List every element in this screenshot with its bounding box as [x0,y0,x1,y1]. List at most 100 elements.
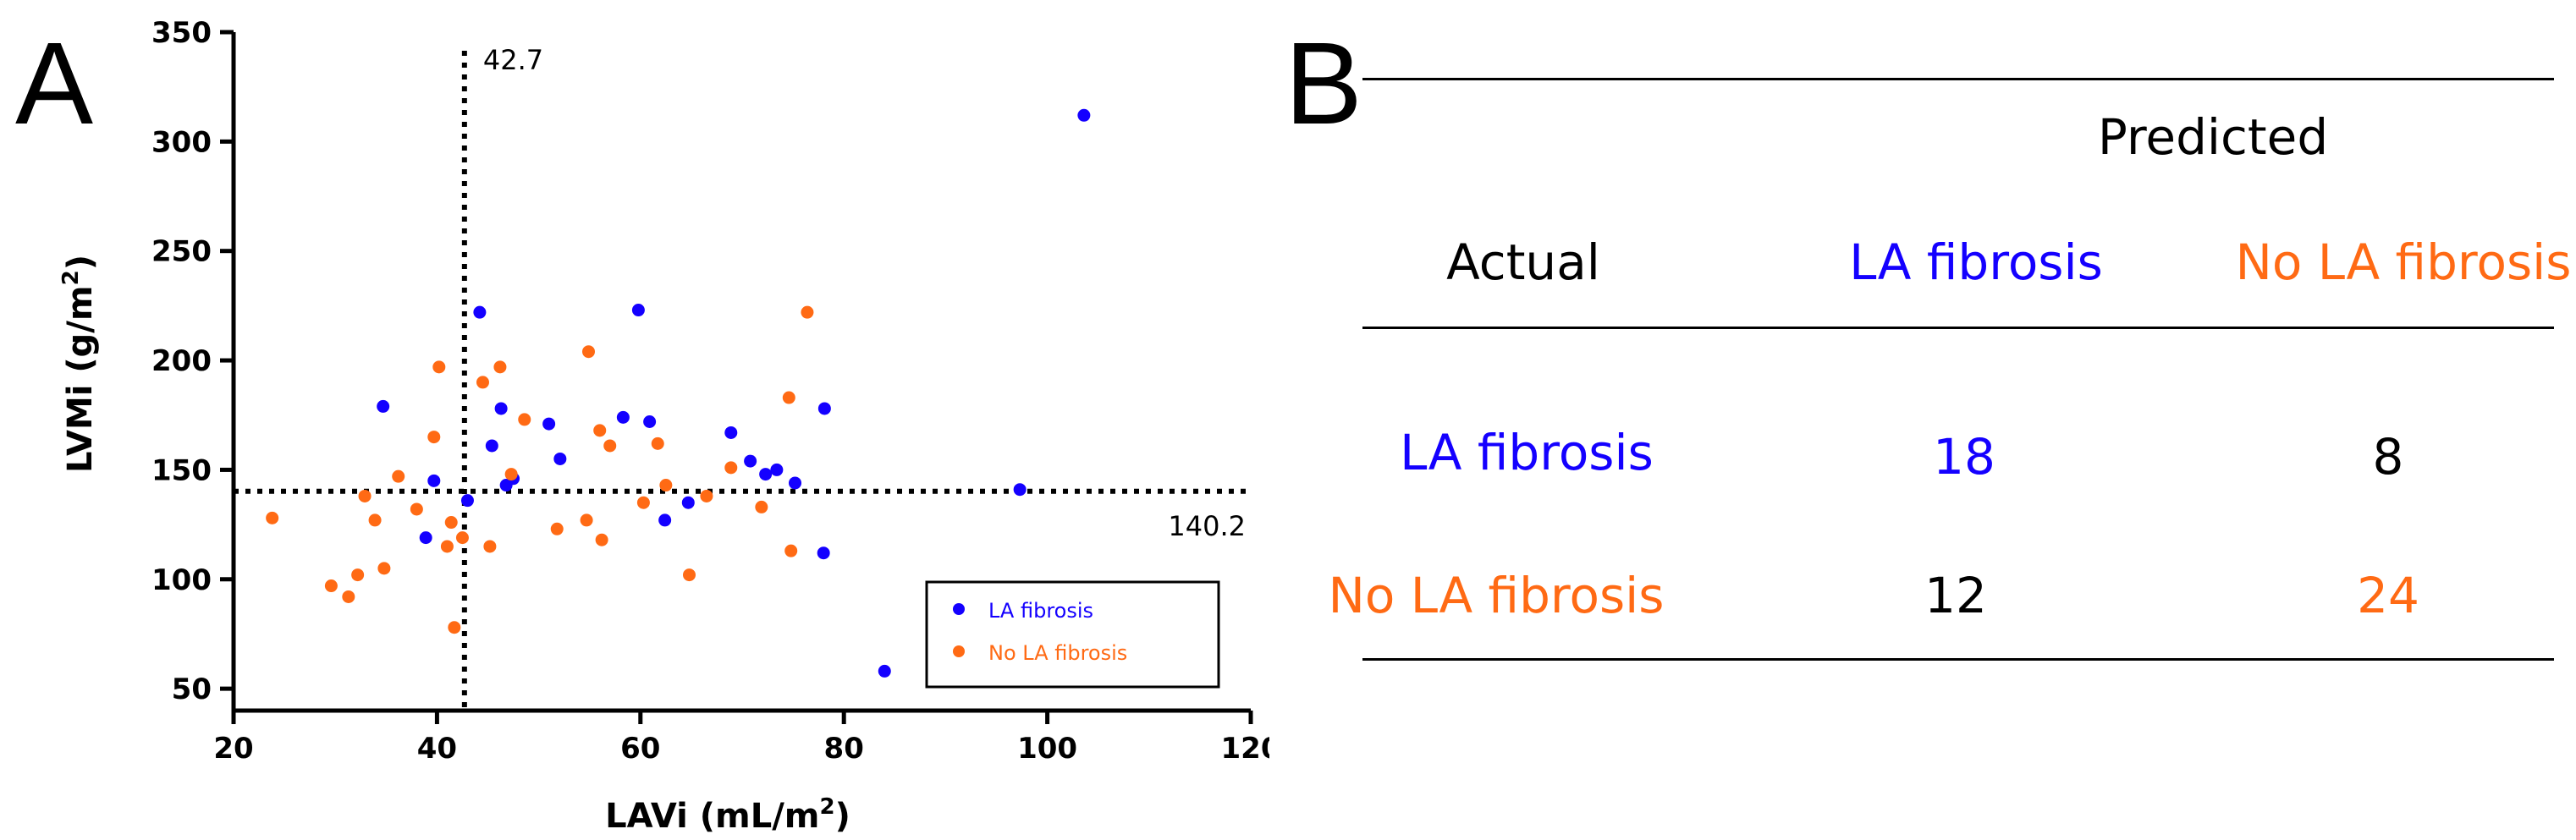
cell-no-no: 24 [2357,567,2419,624]
point-no-la-fibrosis [432,360,446,374]
point-no-la-fibrosis [455,531,469,545]
point-no-la-fibrosis [782,391,795,404]
point-no-la-fibrosis [358,489,372,502]
legend-label-no-la-fibrosis: No LA fibrosis [988,641,1127,665]
point-no-la-fibrosis [368,513,382,527]
point-no-la-fibrosis [518,413,531,426]
point-no-la-fibrosis [493,360,507,374]
x-axis-title-sup: 2 [819,794,834,820]
x-tick-label: 100 [1017,732,1077,766]
point-no-la-fibrosis [603,439,617,453]
cell-la-la: 18 [1933,428,1995,486]
point-la-fibrosis [499,479,513,492]
row-header-la-fibrosis: LA fibrosis [1400,424,1654,481]
y-tick-label: 50 [172,673,212,706]
point-no-la-fibrosis [636,496,650,509]
point-no-la-fibrosis [659,479,673,492]
scatter-chart: 20 40 60 80 100 120 50 100 150 200 250 300 350 42.7 … [58,16,1269,836]
point-no-la-fibrosis [724,461,738,475]
point-la-fibrosis [1013,483,1027,497]
y-axis-title-main: LVMi (g/m [61,285,100,473]
x-axis-title-main: LAVi (mL/m [605,797,819,836]
y-tick-label: 200 [151,344,212,378]
y-axis-title-sup: 2 [58,270,84,285]
point-la-fibrosis [744,454,757,468]
point-no-la-fibrosis [410,502,423,516]
point-no-la-fibrosis [392,469,405,483]
legend-marker-no-la-fibrosis [953,645,965,657]
point-la-fibrosis [759,468,773,481]
point-no-la-fibrosis [440,540,454,553]
point-la-fibrosis [1077,108,1091,122]
point-no-la-fibrosis [801,305,814,319]
point-no-la-fibrosis [444,516,458,530]
cell-no-la: 12 [1924,567,1987,624]
column-header-no-la-fibrosis: No LA fibrosis [2235,233,2572,291]
point-la-fibrosis [681,496,695,509]
point-la-fibrosis [658,513,672,527]
y-tick-label: 350 [151,16,212,50]
row-header-no-la-fibrosis: No LA fibrosis [1328,567,1665,624]
point-la-fibrosis [494,402,508,415]
point-la-fibrosis [631,304,645,317]
table-top-rule [1362,78,2554,80]
point-la-fibrosis [817,546,830,560]
point-la-fibrosis [419,531,432,545]
point-no-la-fibrosis [700,489,713,502]
point-no-la-fibrosis [580,513,593,527]
y-tick-label: 250 [151,235,212,269]
legend-marker-la-fibrosis [953,603,965,615]
point-no-la-fibrosis [595,533,608,546]
point-no-la-fibrosis [504,468,518,481]
point-no-la-fibrosis [651,436,664,450]
point-no-la-fibrosis [682,568,696,582]
chart-points [266,108,1091,678]
panel-b-label: B [1285,19,1363,149]
chart-legend: LA fibrosis No LA fibrosis [925,580,1220,689]
chart-axes [231,32,1251,713]
y-tick-label: 100 [151,563,212,597]
point-no-la-fibrosis [324,579,338,593]
y-tick-label: 150 [151,453,212,487]
confusion-table: Predicted Actual LA fibrosis No LA fibro… [1328,68,2572,661]
point-la-fibrosis [553,452,567,465]
predicted-header: Predicted [2097,108,2329,166]
point-la-fibrosis [427,474,441,487]
chart-ticks: 20 40 60 80 100 120 50 100 150 200 250 300 350 [151,16,1269,766]
legend-box [925,580,1220,689]
point-la-fibrosis [377,399,390,413]
x-tick-label: 80 [824,732,864,766]
point-no-la-fibrosis [476,376,489,389]
point-la-fibrosis [643,415,657,429]
point-no-la-fibrosis [593,424,607,437]
legend-label-la-fibrosis: LA fibrosis [988,599,1093,623]
point-no-la-fibrosis [784,544,798,557]
cutoff-lines [234,51,1251,711]
point-no-la-fibrosis [377,562,391,575]
point-la-fibrosis [542,417,556,431]
x-tick-label: 120 [1221,732,1269,766]
point-no-la-fibrosis [581,345,595,359]
cutoff-labels: 42.7 140.2 [483,44,1246,542]
table-header-rule [1362,327,2554,329]
x-tick-label: 20 [213,732,253,766]
x-tick-label: 40 [417,732,457,766]
point-no-la-fibrosis [483,540,497,553]
point-la-fibrosis [789,476,802,490]
point-no-la-fibrosis [427,431,441,444]
point-la-fibrosis [460,494,474,508]
y-axis-title-end: ) [61,255,100,270]
point-no-la-fibrosis [342,590,355,603]
x-tick-label: 60 [620,732,660,766]
point-la-fibrosis [878,664,891,678]
point-no-la-fibrosis [266,511,279,524]
cutoff-y-label: 140.2 [1168,510,1246,542]
x-axis-title: LAVi (mL/m2) [605,794,850,836]
y-tick-label: 300 [151,125,212,159]
cell-la-no: 8 [2372,428,2404,486]
x-axis-title-end: ) [835,797,850,836]
point-la-fibrosis [724,425,738,439]
point-no-la-fibrosis [755,500,768,513]
point-la-fibrosis [770,463,784,476]
cutoff-x-label: 42.7 [483,44,543,76]
